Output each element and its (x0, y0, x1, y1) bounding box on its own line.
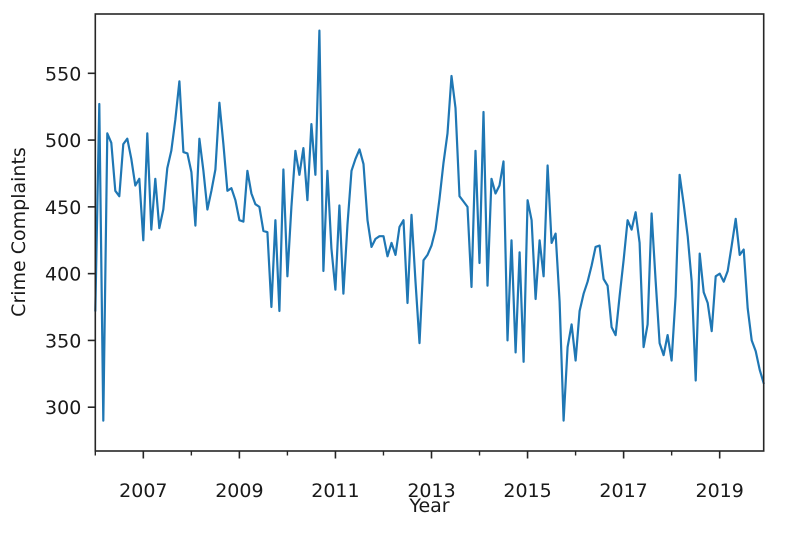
x-tick-label: 2013 (407, 480, 455, 502)
x-tick-label: 2011 (311, 480, 359, 502)
y-tick-label: 300 (45, 397, 81, 419)
x-tick-label: 2015 (503, 480, 551, 502)
y-tick-label: 400 (45, 264, 81, 286)
y-tick-label: 450 (45, 197, 81, 219)
x-tick-label: 2019 (695, 480, 743, 502)
x-tick-label: 2007 (119, 480, 167, 502)
plot-dynamic-layer: 300 350 400 450 500 550 2007 2009 2011 2013 2015 20… (45, 13, 765, 502)
data-line (94, 29, 765, 422)
x-axis-label: Year (408, 495, 449, 517)
y-axis-label: Crime Complaints (8, 147, 30, 317)
x-tick-label: 2017 (599, 480, 647, 502)
y-tick-label: 500 (45, 130, 81, 152)
y-tick-label: 350 (45, 330, 81, 352)
y-tick-label: 550 (45, 63, 81, 85)
x-tick-label: 2009 (215, 480, 263, 502)
plot-border (94, 13, 765, 452)
